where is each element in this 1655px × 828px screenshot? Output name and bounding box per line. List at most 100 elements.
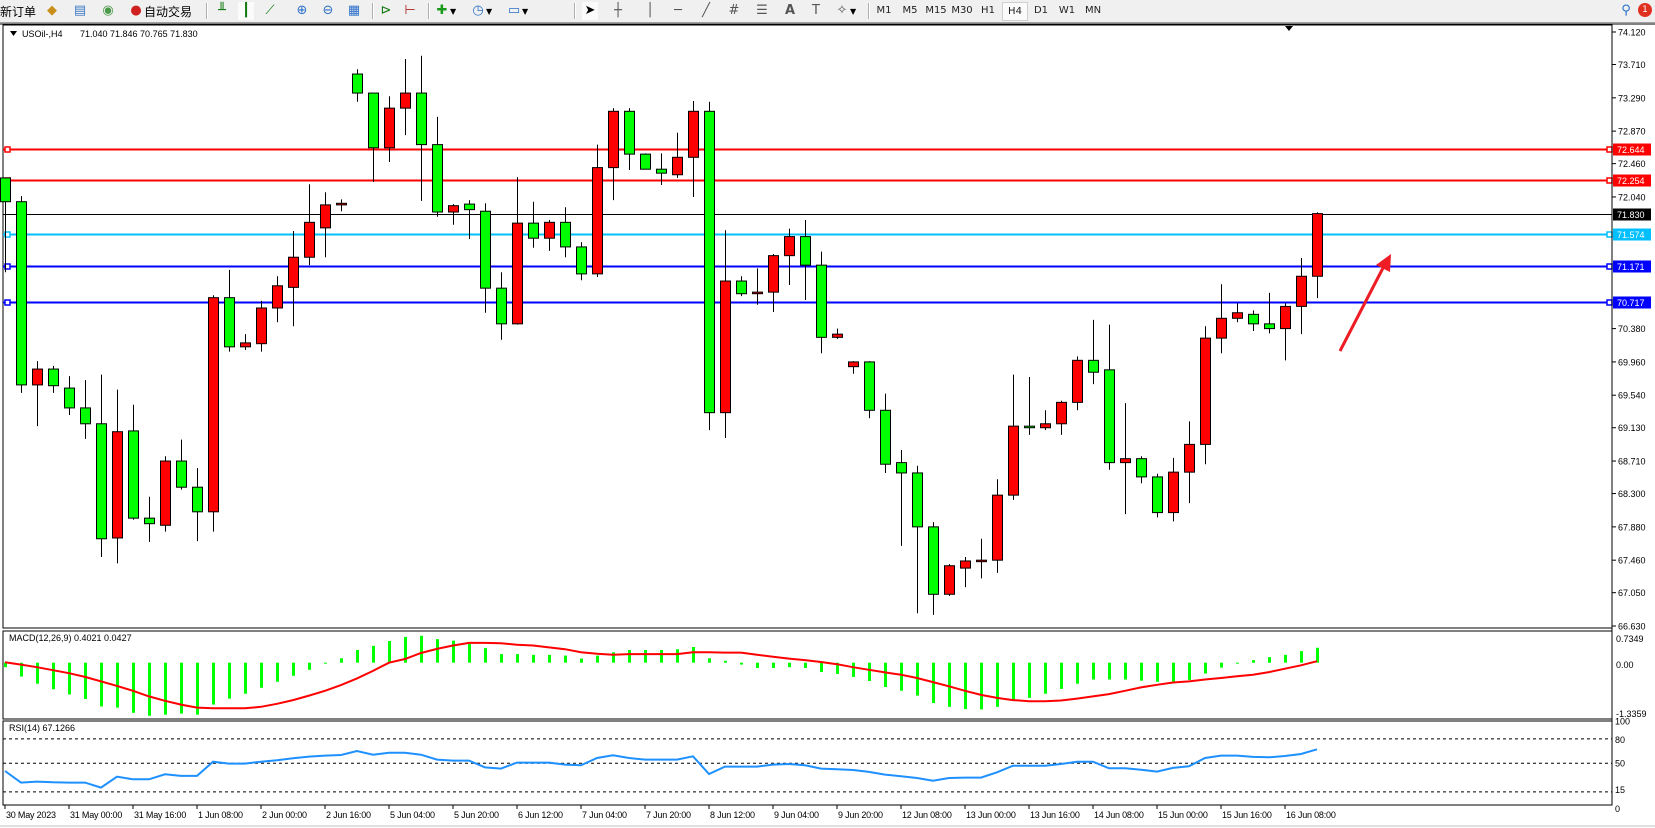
candle bbox=[560, 207, 571, 258]
candle-body bbox=[288, 256, 299, 288]
level-handle-icon bbox=[1606, 263, 1613, 270]
alerts-button[interactable]: 1 bbox=[1638, 1, 1652, 19]
arrows-icon[interactable]: ✧ ▼ bbox=[836, 3, 857, 18]
candle bbox=[176, 439, 187, 490]
text-label-icon[interactable]: T bbox=[812, 3, 820, 18]
rsi-line bbox=[4, 748, 1318, 789]
auto-trading-button[interactable]: ● 自动交易 bbox=[128, 2, 192, 20]
candle-body bbox=[1184, 443, 1195, 473]
timeframe-h4[interactable]: H4 bbox=[1002, 2, 1028, 21]
candlestick-icon[interactable]: ┃ bbox=[238, 2, 254, 20]
timeframe-m5[interactable]: M5 bbox=[902, 5, 918, 16]
level-handle-icon bbox=[1606, 299, 1613, 306]
chart-symbol: USOil-,H4 bbox=[22, 29, 63, 39]
time-axis-label: 9 Jun 04:00 bbox=[774, 810, 819, 820]
macd-histogram-bar bbox=[564, 655, 567, 663]
price-axis-label: 74.120 bbox=[1618, 28, 1646, 38]
timeframe-m15[interactable]: M15 bbox=[925, 5, 947, 16]
candle bbox=[192, 468, 203, 542]
timeframe-d1[interactable]: D1 bbox=[1033, 5, 1049, 16]
trendline-icon[interactable]: ╱ bbox=[702, 3, 710, 18]
macd-histogram-bar bbox=[148, 662, 151, 716]
price-axis-label: 66.630 bbox=[1618, 622, 1646, 632]
candle-body bbox=[464, 203, 475, 211]
gold-icon[interactable]: ◆ bbox=[47, 3, 57, 18]
equidistant-channel-icon[interactable]: # bbox=[728, 3, 740, 18]
candle bbox=[784, 228, 795, 285]
price-axis-label: 69.540 bbox=[1618, 391, 1646, 401]
cursor-icon[interactable]: ➤ bbox=[582, 2, 598, 20]
axes: 74.120 73.710 73.290 72.870 72.460 72.040 70.3… bbox=[4, 24, 1647, 820]
macd-histogram-bar bbox=[900, 662, 903, 691]
candle bbox=[272, 276, 283, 323]
candle bbox=[720, 230, 731, 439]
auto-scroll-icon[interactable]: ⊳ bbox=[380, 3, 392, 18]
search-icon[interactable]: ⚲ bbox=[1621, 3, 1631, 18]
fibonacci-icon[interactable]: ☰ bbox=[756, 3, 768, 18]
price-axis-label: 70.380 bbox=[1618, 324, 1646, 334]
red-arrow-annotation[interactable] bbox=[1338, 254, 1391, 352]
signals-icon[interactable]: ◉ bbox=[102, 3, 114, 18]
candle-body bbox=[928, 526, 939, 595]
text-icon[interactable]: A bbox=[784, 3, 796, 18]
candle bbox=[0, 177, 11, 273]
candle bbox=[128, 404, 139, 520]
tile-windows-icon[interactable]: ▦ bbox=[347, 3, 361, 18]
time-axis-label: 16 Jun 08:00 bbox=[1286, 810, 1336, 820]
chart-shift-icon[interactable]: ⊢ bbox=[404, 3, 416, 18]
macd-histogram-bar bbox=[292, 662, 295, 676]
candle bbox=[464, 200, 475, 239]
timeframe-h1[interactable]: H1 bbox=[981, 5, 995, 16]
macd-histogram-bar bbox=[1188, 662, 1191, 680]
candle bbox=[80, 380, 91, 439]
candle-body bbox=[1152, 476, 1163, 514]
horizontal-line-icon[interactable]: ─ bbox=[674, 3, 682, 18]
timeframe-mn[interactable]: MN bbox=[1084, 5, 1102, 16]
time-axis-label: 13 Jun 16:00 bbox=[1030, 810, 1080, 820]
level-price-tag bbox=[1613, 208, 1651, 221]
timeframe-m1[interactable]: M1 bbox=[876, 5, 892, 16]
level-handle-icon bbox=[1606, 146, 1613, 153]
candle bbox=[880, 393, 891, 473]
periods-icon[interactable]: ◷ ▼ bbox=[472, 3, 493, 18]
templates-icon[interactable]: ▭ ▼ bbox=[507, 3, 529, 18]
candle bbox=[672, 132, 683, 178]
candle bbox=[480, 203, 491, 313]
timeframe-m30[interactable]: M30 bbox=[951, 5, 973, 16]
candle-body bbox=[816, 264, 827, 338]
candle-body bbox=[176, 460, 187, 488]
zoom-in-icon[interactable]: ⊕ bbox=[296, 3, 308, 18]
candle-body bbox=[16, 201, 27, 386]
bar-chart-icon[interactable]: ╨ bbox=[218, 3, 226, 18]
candle-body bbox=[160, 460, 171, 526]
crosshair-icon[interactable]: ┼ bbox=[614, 3, 622, 18]
macd-histogram-bar bbox=[436, 639, 439, 663]
symbol-menu-triangle-icon[interactable] bbox=[10, 31, 17, 36]
macd-histogram-bar bbox=[772, 662, 775, 668]
macd-axis-label: -1.3359 bbox=[1616, 709, 1647, 719]
level-price-label: 72.644 bbox=[1617, 145, 1645, 155]
level-price-tag bbox=[1613, 296, 1651, 309]
macd-histogram-bar bbox=[1092, 662, 1095, 680]
time-axis-label: 8 Jun 12:00 bbox=[710, 810, 755, 820]
candle-body bbox=[880, 409, 891, 465]
vertical-line-icon[interactable]: │ bbox=[646, 3, 654, 18]
macd-histogram-bar bbox=[1156, 662, 1159, 682]
timeframe-w1[interactable]: W1 bbox=[1058, 5, 1076, 16]
macd-histogram-bar bbox=[852, 662, 855, 677]
candle-body bbox=[1104, 369, 1115, 464]
macd-histogram-bar bbox=[52, 662, 55, 690]
new-order-button[interactable]: 新订单 bbox=[0, 2, 36, 20]
zoom-out-icon[interactable]: ⊖ bbox=[322, 3, 334, 18]
candle-body bbox=[64, 387, 75, 409]
macd-signal-line bbox=[4, 641, 1318, 710]
indicators-icon[interactable]: ✚ ▼ bbox=[436, 3, 457, 18]
rsi-axis-label: 80 bbox=[1615, 735, 1625, 745]
macd-histogram-bar bbox=[628, 649, 631, 663]
line-chart-icon[interactable]: ⟋ bbox=[265, 3, 275, 18]
macd-histogram-bar bbox=[532, 654, 535, 663]
chart-shift-marker-icon[interactable] bbox=[1285, 26, 1293, 31]
candle bbox=[160, 456, 171, 532]
market-watch-icon[interactable]: ▤ bbox=[73, 3, 87, 18]
